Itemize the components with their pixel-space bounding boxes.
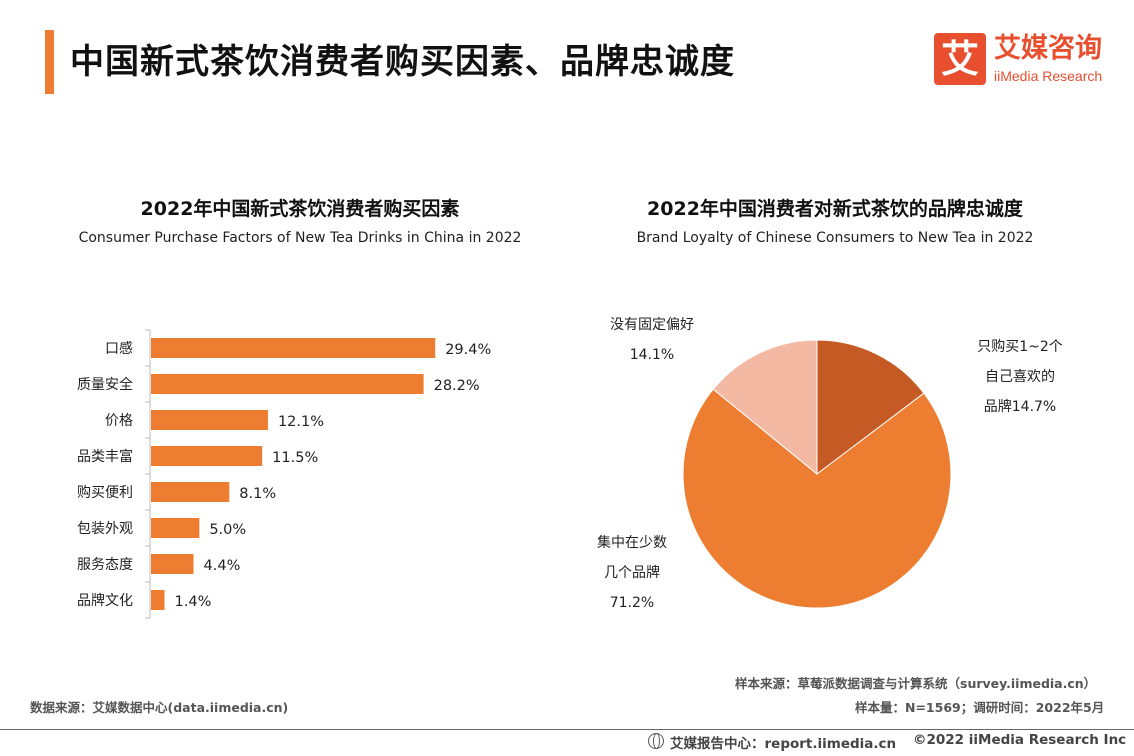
bar [151, 338, 436, 358]
purchase-factors-bar-chart: 口感 29.4% 质量安全 28.2% 价格 12.1% 品类丰富 11.5% 购买便利 8.1%… [77, 329, 491, 619]
pie-chart-subtitle: Brand Loyalty of Chinese Consumers to Ne… [636, 230, 1034, 246]
bar-category-label: 服务态度 [77, 557, 133, 573]
pie-label-few-brands: 集中在少数 几个品牌 71.2% [572, 528, 692, 618]
title-accent-bar [45, 30, 54, 94]
bar [151, 410, 268, 430]
bar-chart-title: 2022年中国新式茶饮消费者购买因素 [140, 198, 460, 220]
bar [151, 518, 200, 538]
bar-value-label: 11.5% [272, 450, 318, 466]
pie-label-line: 自己喜欢的 [985, 369, 1055, 385]
bar [151, 590, 165, 610]
bar-category-label: 购买便利 [77, 485, 133, 501]
bar-chart-subtitle: Consumer Purchase Factors of New Tea Dri… [78, 230, 522, 246]
bar-value-label: 29.4% [445, 342, 491, 358]
pie-slice [682, 388, 952, 609]
pie-label-line: 没有固定偏好 [610, 317, 694, 333]
bar [151, 374, 424, 394]
bar-category-label: 品类丰富 [77, 448, 133, 465]
bar-value-label: 1.4% [175, 594, 212, 610]
pie-label-line: 品牌14.7% [983, 399, 1057, 415]
pie-label-line: 71.2% [609, 595, 655, 611]
bar-value-label: 4.4% [204, 558, 241, 574]
logo-mark: 艾 [934, 33, 986, 85]
pie-label-one-two-brands: 只购买1~2个 自己喜欢的 品牌14.7% [960, 332, 1080, 422]
bar-category-label: 品牌文化 [77, 592, 133, 609]
page-title: 中国新式茶饮消费者购买因素、品牌忠诚度 [70, 42, 735, 82]
bar [151, 482, 230, 502]
pie-label-line: 几个品牌 [604, 565, 660, 581]
pie-label-no-preference: 没有固定偏好 14.1% [592, 310, 712, 370]
pie-label-line: 14.1% [629, 347, 675, 363]
bar-value-label: 5.0% [209, 522, 246, 538]
iimedia-logo: 艾 艾媒咨询 iiMedia Research [934, 33, 1114, 89]
copyright-text: ©2022 iiMedia Research Inc [913, 732, 1127, 748]
bar-value-label: 12.1% [278, 414, 324, 430]
sample-info-note: 样本量：N=1569；调研时间：2022年5月 [855, 700, 1105, 715]
logo-chinese-name: 艾媒咨询 [994, 33, 1102, 64]
pie-slice [712, 339, 818, 476]
bar-value-label: 8.1% [239, 486, 276, 502]
report-center-link[interactable]: 艾媒报告中心：report.iimedia.cn [670, 736, 897, 752]
footer-divider [0, 729, 1134, 730]
bar-value-label: 28.2% [434, 378, 480, 394]
logo-english-name: iiMedia Research [994, 68, 1103, 84]
brand-loyalty-pie-chart [682, 339, 952, 609]
pie-chart-title: 2022年中国消费者对新式茶饮的品牌忠诚度 [647, 198, 1023, 220]
bar-category-label: 价格 [105, 413, 133, 429]
bar [151, 554, 194, 574]
bar-category-label: 质量安全 [77, 376, 133, 393]
bar-category-label: 口感 [105, 340, 133, 357]
bar [151, 446, 263, 466]
pie-label-line: 集中在少数 [597, 535, 667, 551]
pie-label-line: 只购买1~2个 [977, 339, 1063, 355]
globe-icon [648, 733, 664, 749]
bar-category-label: 包装外观 [77, 521, 133, 537]
sample-source-note: 样本来源：草莓派数据调查与计算系统（survey.iimedia.cn） [735, 676, 1097, 691]
data-source-note: 数据来源：艾媒数据中心(data.iimedia.cn) [30, 700, 289, 715]
pie-slice [816, 339, 925, 476]
